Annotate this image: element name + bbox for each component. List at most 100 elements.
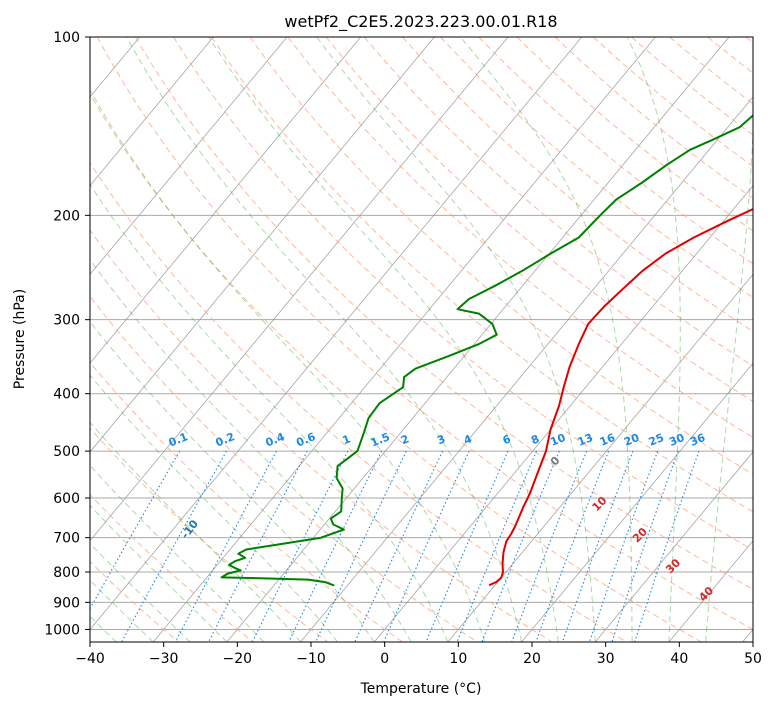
dry-adiabat-line — [90, 427, 329, 642]
mixing-ratio-line — [288, 450, 383, 642]
x-tick-label: 0 — [380, 651, 389, 667]
dry-adiabat-line — [90, 93, 702, 642]
temperature-profile-line — [488, 207, 753, 587]
plot-frame — [89, 36, 754, 643]
x-tick-label: −30 — [149, 651, 179, 667]
moist-adiabat-line — [90, 504, 228, 642]
moist-adiabat-line — [126, 37, 523, 642]
moist-adiabat-line — [90, 579, 154, 642]
mixing-ratio-label: 13 — [576, 431, 595, 449]
isotherm-line — [594, 451, 753, 642]
isotherm-line — [90, 37, 509, 542]
dry-adiabat-line — [96, 37, 753, 631]
mixing-ratio-line — [456, 450, 538, 642]
x-tick-label: −40 — [75, 651, 105, 667]
isotherm-line — [90, 37, 214, 187]
dry-adiabats — [90, 37, 753, 642]
isotherm-line — [373, 185, 753, 642]
isotherm-line — [90, 37, 288, 276]
isotherm-line — [226, 37, 730, 642]
dry-adiabat-line — [173, 37, 753, 551]
isobar-grid — [90, 37, 753, 630]
x-tick-label: −20 — [223, 651, 253, 667]
mixing-ratio-label: 20 — [622, 431, 641, 449]
data-series — [220, 114, 753, 587]
moist-adiabat-line — [626, 37, 681, 642]
dewpoint-profile-line — [220, 114, 753, 587]
isotherm-line — [447, 273, 753, 642]
y-tick-label: 900 — [53, 595, 80, 611]
dry-adiabat-line — [287, 37, 753, 439]
y-tick-label: 100 — [53, 30, 80, 46]
mixing-ratio-line — [634, 450, 700, 642]
x-tick-label: 30 — [597, 651, 615, 667]
mixing-ratio-line — [383, 450, 470, 642]
isotherm-line — [152, 37, 656, 642]
mixing-ratio-label: 8 — [529, 432, 541, 447]
y-tick-label: 1000 — [44, 622, 80, 638]
x-tick-label: 10 — [449, 651, 467, 667]
dry-adiabat-line — [516, 37, 753, 232]
moist-adiabat-line — [208, 37, 559, 642]
mixing-ratio-line — [354, 450, 444, 642]
moist-adiabat-line — [90, 542, 191, 642]
moist-adiabat-line — [705, 121, 753, 642]
y-tick-label: 500 — [53, 444, 80, 460]
mixing-ratio-line — [121, 450, 227, 642]
mixing-ratio-lines — [90, 450, 700, 642]
mixing-ratio-label: 10 — [548, 431, 567, 449]
y-tick-label: 600 — [53, 491, 80, 507]
mixing-ratio-label: 1 — [341, 432, 353, 447]
dry-adiabat-line — [554, 37, 753, 199]
mixing-ratio-line — [90, 450, 181, 610]
mixing-ratio-label: 3 — [435, 432, 447, 447]
mixing-ratio-line — [611, 450, 679, 642]
dry-adiabat-line — [90, 295, 478, 642]
x-tick-label: 50 — [744, 651, 762, 667]
mixing-ratio-line — [315, 450, 407, 642]
dry-adiabat-line — [363, 37, 753, 367]
isotherm-line — [90, 37, 435, 453]
x-tick-label: 40 — [670, 651, 688, 667]
y-tick-label: 300 — [53, 313, 80, 329]
moist-adiabats — [90, 37, 753, 642]
mixing-ratio-label: 2 — [399, 432, 411, 447]
isotherm-line — [90, 37, 362, 364]
mixing-ratio-label: 36 — [688, 431, 707, 449]
moist-adiabat-line — [90, 258, 412, 642]
y-axis-ticks: 100 200 300 400 500 600 700 800 900 1000 — [44, 30, 90, 638]
x-tick-label: 20 — [523, 651, 541, 667]
mixing-ratio-line — [588, 450, 659, 642]
mixing-ratio-label: 16 — [598, 431, 617, 449]
isotherm-grid — [90, 37, 753, 642]
mixing-ratio-line — [174, 450, 277, 642]
dry-adiabat-line — [325, 37, 753, 403]
dry-adiabat-line — [90, 162, 627, 642]
mixing-ratio-label: 25 — [647, 431, 666, 449]
y-tick-label: 400 — [53, 387, 80, 403]
moist-adiabat-line — [90, 183, 449, 642]
isotherm-line — [521, 362, 753, 642]
chart-title: wetPf2_C2E5.2023.223.00.01.R18 — [284, 12, 557, 32]
moist-adiabat-line — [316, 37, 596, 642]
y-axis-label: Pressure (hPa) — [12, 289, 28, 389]
x-tick-label: −10 — [296, 651, 326, 667]
moist-adiabat-line — [460, 37, 633, 642]
dry-adiabat-line — [402, 37, 753, 332]
plot-area: 0.10.20.40.611.52346810131620253036-100-… — [90, 37, 753, 642]
y-tick-label: 200 — [53, 208, 80, 224]
moist-adiabat-line — [90, 374, 338, 642]
moist-adiabat-line — [90, 88, 486, 642]
dry-adiabat-line — [440, 37, 753, 298]
isotherm-line — [90, 37, 583, 631]
y-tick-label: 700 — [53, 531, 80, 547]
dry-adiabat-line — [90, 229, 553, 642]
y-tick-label: 800 — [53, 565, 80, 581]
x-axis-ticks: −40 −30 −20 −10 0 10 20 30 40 50 — [75, 642, 762, 667]
x-axis-label: Temperature (°C) — [360, 681, 482, 697]
moist-adiabat-line — [90, 321, 375, 642]
mixing-ratio-line — [425, 450, 509, 642]
dry-adiabat-line — [134, 37, 753, 590]
